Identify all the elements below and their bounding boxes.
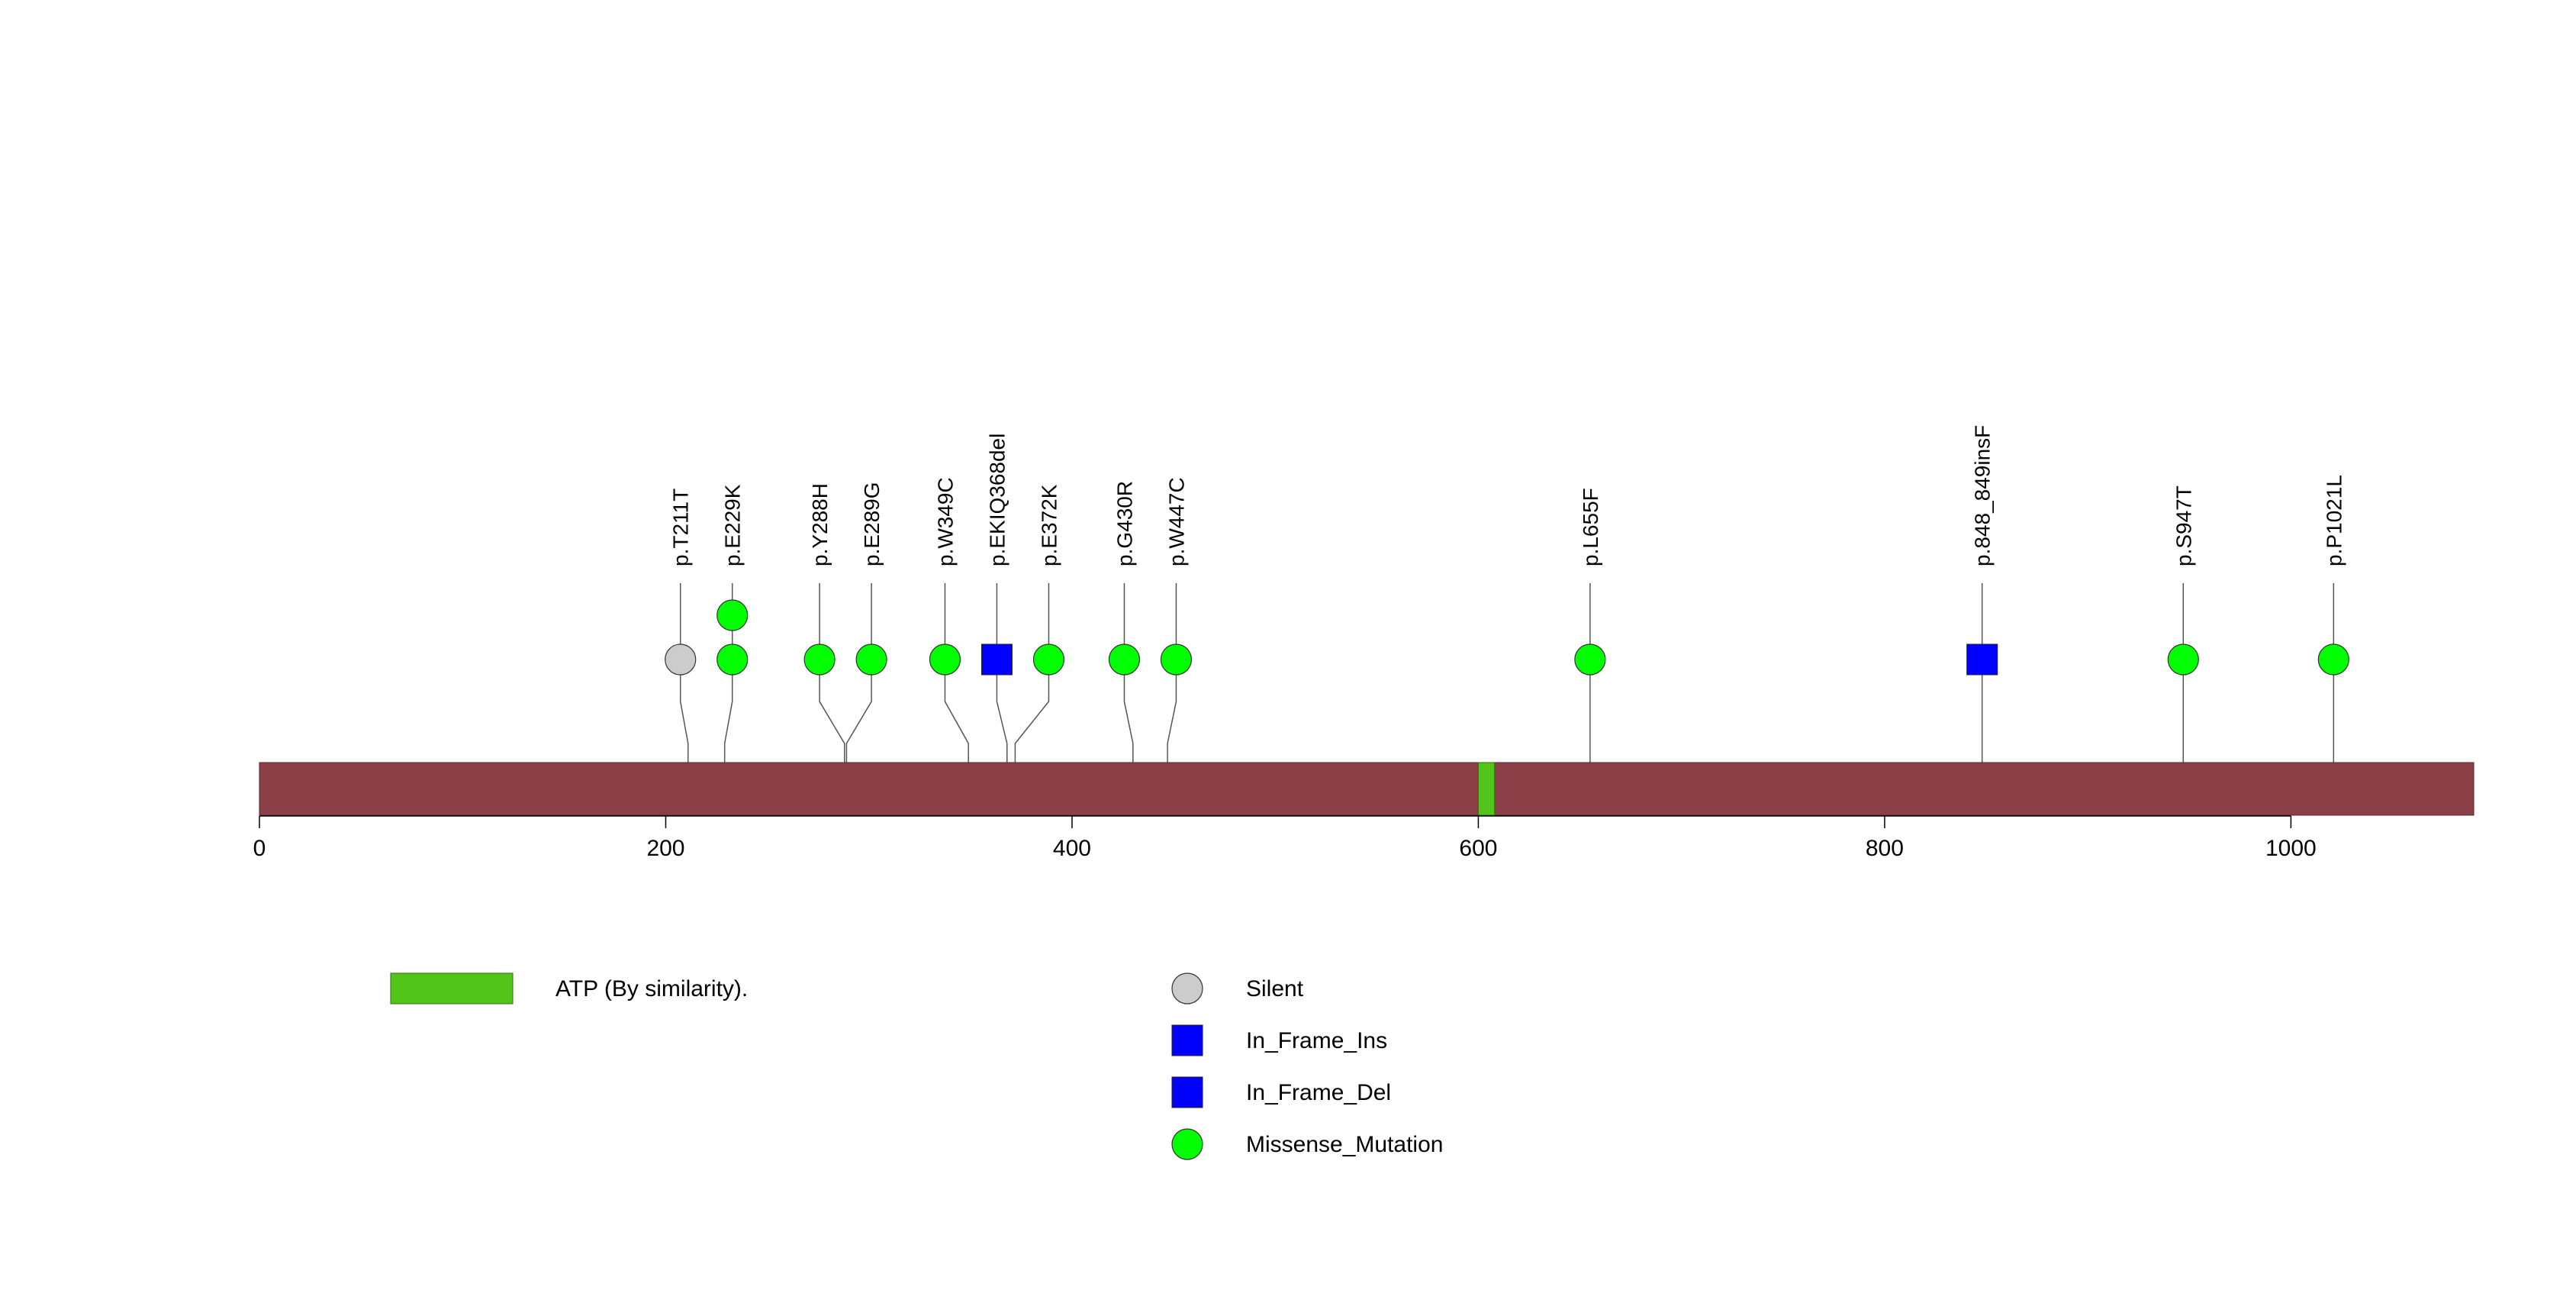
mutation-marker-3-0	[855, 643, 887, 676]
mutation-markers	[665, 599, 2349, 676]
domain-0	[1477, 762, 1496, 816]
x-tick-label-1: 200	[646, 836, 684, 861]
legend-type-symbol-1	[1171, 1024, 1203, 1056]
mutation-marker-0-0	[665, 643, 697, 676]
mutation-marker-9-0	[1574, 643, 1606, 676]
mutation-label-6: p.E372K	[1037, 484, 1061, 566]
mutation-marker-10-0	[1966, 643, 1998, 676]
mutation-marker-5-0	[980, 643, 1013, 676]
legend: ATP (By similarity). Silent In_Frame_Ins In…	[390, 972, 1443, 1160]
mutation-marker-1-0	[716, 643, 749, 676]
legend-domain-label-0: ATP (By similarity).	[555, 976, 748, 1001]
mutation-label-4: p.W349C	[933, 477, 957, 566]
x-tick-label-5: 1000	[2265, 836, 2317, 861]
mutation-marker-4-0	[929, 643, 961, 676]
mutation-label-8: p.W447C	[1164, 477, 1188, 566]
mutation-label-2: p.Y288H	[808, 483, 832, 566]
x-tick-label-2: 400	[1053, 836, 1091, 861]
mutation-label-12: p.P1021L	[2322, 475, 2346, 566]
mutation-marker-1-1	[716, 599, 749, 631]
mutation-label-1: p.E229K	[721, 484, 745, 566]
mutation-label-9: p.L655F	[1579, 488, 1602, 566]
mutation-marker-6-0	[1032, 643, 1065, 676]
x-tick-label-3: 600	[1459, 836, 1497, 861]
mutation-marker-11-0	[2167, 643, 2199, 676]
legend-domain-swatch-0	[390, 972, 514, 1005]
legend-type-symbol-0	[1171, 972, 1203, 1005]
mutation-label-7: p.G430R	[1113, 481, 1136, 566]
mutation-marker-2-0	[803, 643, 836, 676]
x-axis: 0 200 400 600 800 1000	[253, 815, 2317, 861]
legend-type-label-0: Silent	[1246, 976, 1304, 1001]
mutation-labels: p.T211T p.E229K p.Y288H p.E289G p.W349C p.EKI…	[669, 425, 2346, 566]
protein-bar	[259, 762, 2475, 816]
legend-type-label-3: Missense_Mutation	[1246, 1132, 1443, 1157]
mutation-marker-7-0	[1108, 643, 1141, 676]
mutation-marker-12-0	[2317, 643, 2349, 676]
protein-track	[259, 762, 2475, 816]
mutation-label-5: p.EKIQ368del	[985, 434, 1009, 566]
mutation-label-0: p.T211T	[669, 489, 693, 566]
mutation-marker-8-0	[1160, 643, 1193, 676]
mutation-label-3: p.E289G	[860, 482, 884, 566]
x-tick-label-0: 0	[253, 836, 266, 861]
mutation-label-11: p.S947T	[2172, 485, 2195, 566]
mutation-label-10: p.848_849insF	[1971, 425, 1995, 566]
legend-type-symbol-2	[1171, 1076, 1203, 1108]
legend-type-label-2: In_Frame_Del	[1246, 1080, 1391, 1105]
legend-type-label-1: In_Frame_Ins	[1246, 1028, 1387, 1053]
x-tick-label-4: 800	[1866, 836, 1904, 861]
legend-type-symbol-3	[1171, 1128, 1203, 1160]
